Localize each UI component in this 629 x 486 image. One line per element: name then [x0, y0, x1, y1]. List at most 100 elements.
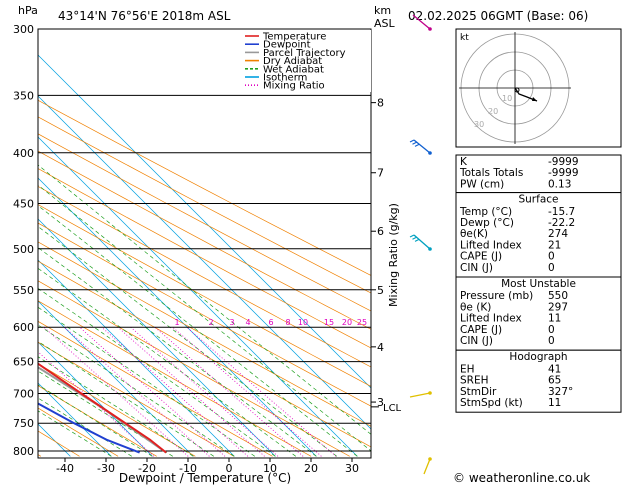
mixing-ratio-label: 3 — [229, 318, 234, 327]
wind-barb-flag — [409, 234, 415, 238]
dry-adiabat-line — [38, 320, 273, 457]
pressure-tick-label: 800 — [13, 445, 34, 458]
x-tick-label: -20 — [138, 462, 156, 475]
table-row-label: StmDir — [460, 386, 497, 398]
x-tick-label: 10 — [263, 462, 277, 475]
isotherm-line — [38, 177, 317, 457]
table-row-value: 0 — [548, 251, 555, 263]
pressure-tick-label: 500 — [13, 243, 34, 256]
dry-adiabat-line — [38, 363, 196, 457]
wind-barb-flag — [412, 141, 417, 145]
hodograph-arrow — [532, 97, 537, 101]
indices-table — [455, 154, 622, 194]
wet-adiabat-line — [38, 164, 371, 435]
table-row-label: Pressure (mb) — [460, 290, 533, 302]
table-row-label: PW (cm) — [460, 178, 504, 190]
wind-barb-base — [428, 151, 432, 155]
table-row-label: Temp (°C) — [459, 206, 512, 218]
storm-motion-marker — [514, 87, 520, 93]
pressure-tick-label: 300 — [13, 23, 34, 36]
table-row-value: 11 — [548, 397, 561, 409]
pressure-tick-label: 450 — [13, 197, 34, 210]
footer-credit: © weatheronline.co.uk — [453, 471, 590, 485]
table-row-label: CIN (J) — [460, 262, 493, 274]
asl-label: ASL — [374, 17, 396, 30]
plot-frame — [37, 28, 372, 459]
table-row-value: 274 — [548, 228, 568, 240]
table-row-label: θe(K) — [460, 228, 488, 240]
table-row-value: 327° — [548, 386, 573, 398]
dry-adiabat-line — [38, 341, 235, 457]
hodograph-trace — [514, 87, 538, 102]
mixing-ratio-label: 15 — [324, 318, 334, 327]
legend-box — [240, 30, 371, 92]
table-row-label: Lifted Index — [460, 313, 522, 325]
datetime-label: 02.02.2025 06GMT (Base: 06) — [408, 9, 588, 23]
x-tick-label: -40 — [56, 462, 74, 475]
isotherm-line — [38, 300, 194, 457]
wind-barb — [409, 392, 431, 398]
table-row-label: K — [460, 156, 468, 168]
table-row-value: 0.13 — [548, 178, 571, 190]
isotherm-line — [38, 95, 371, 430]
x-tick-label: 20 — [304, 462, 318, 475]
table-row-value: 41 — [548, 363, 561, 375]
most-unstable-table — [455, 276, 622, 351]
pressure-tick-label: 600 — [13, 321, 34, 334]
wind-barb-base — [428, 391, 432, 395]
pressure-tick-label: 400 — [13, 147, 34, 160]
wind-barbs — [409, 14, 432, 475]
km-tick-label: 4 — [377, 341, 384, 354]
isotherm-line — [38, 259, 235, 457]
km-tick-label: 3 — [377, 396, 384, 409]
table-row-value: -9999 — [548, 156, 579, 168]
x-axis-label: Dewpoint / Temperature (°C) — [119, 471, 291, 485]
wet-adiabat-line — [38, 287, 276, 457]
location-label: 43°14'N 76°56'E 2018m ASL — [58, 9, 231, 23]
legend-entry: Mixing Ratio — [263, 81, 325, 92]
pressure-tick-label: 650 — [13, 356, 34, 369]
wind-barb — [412, 14, 431, 30]
table-row-value: 297 — [548, 301, 568, 313]
table-row-value: -22.2 — [548, 217, 575, 229]
table-row-label: Lifted Index — [460, 239, 522, 251]
x-tick-label: -30 — [97, 462, 115, 475]
legend-entry: Parcel Trajectory — [263, 48, 346, 59]
km-label: km — [374, 4, 391, 17]
table-row-label: CAPE (J) — [460, 251, 502, 263]
hpa-label: hPa — [18, 4, 38, 17]
table-row-value: 65 — [548, 375, 561, 387]
chart-profiles — [38, 362, 167, 454]
mixing-ratio-label: 2 — [208, 318, 213, 327]
mixing-ratio-line — [101, 326, 249, 457]
table-title: Hodograph — [509, 351, 567, 363]
surface-table — [455, 192, 622, 278]
dry-adiabat-line — [0, 14, 2, 456]
legend-entry: Dewpoint — [263, 40, 311, 51]
mixing-ratio-label: 20 — [342, 318, 352, 327]
table-row-value: 11 — [548, 313, 561, 325]
wind-barb-flag — [412, 236, 417, 240]
mixing-ratio-label: 6 — [268, 318, 273, 327]
mixing-ratio-line — [117, 326, 265, 457]
mixing-ratio-line — [79, 326, 226, 457]
wet-adiabat-line — [38, 226, 338, 457]
mixing-ratio-label: 25 — [357, 318, 367, 327]
lcl-label: LCL — [383, 403, 402, 414]
wet-adiabat-line — [38, 384, 153, 457]
isotherm-line — [38, 136, 358, 457]
km-tick-label: 6 — [377, 225, 384, 238]
legend-entry: Temperature — [262, 32, 326, 43]
mixing-ratio-label: 8 — [285, 318, 290, 327]
table-title: Surface — [518, 194, 558, 206]
hodograph-unit: kt — [460, 33, 469, 43]
pressure-tick-label: 700 — [13, 388, 34, 401]
wind-barb — [413, 139, 431, 154]
km-tick-label: 5 — [377, 284, 384, 297]
dry-adiabat-line — [38, 99, 371, 276]
legend-entry: Isotherm — [263, 73, 307, 84]
wind-barb-flag — [414, 238, 420, 242]
mixing-ratio-line — [130, 326, 279, 457]
